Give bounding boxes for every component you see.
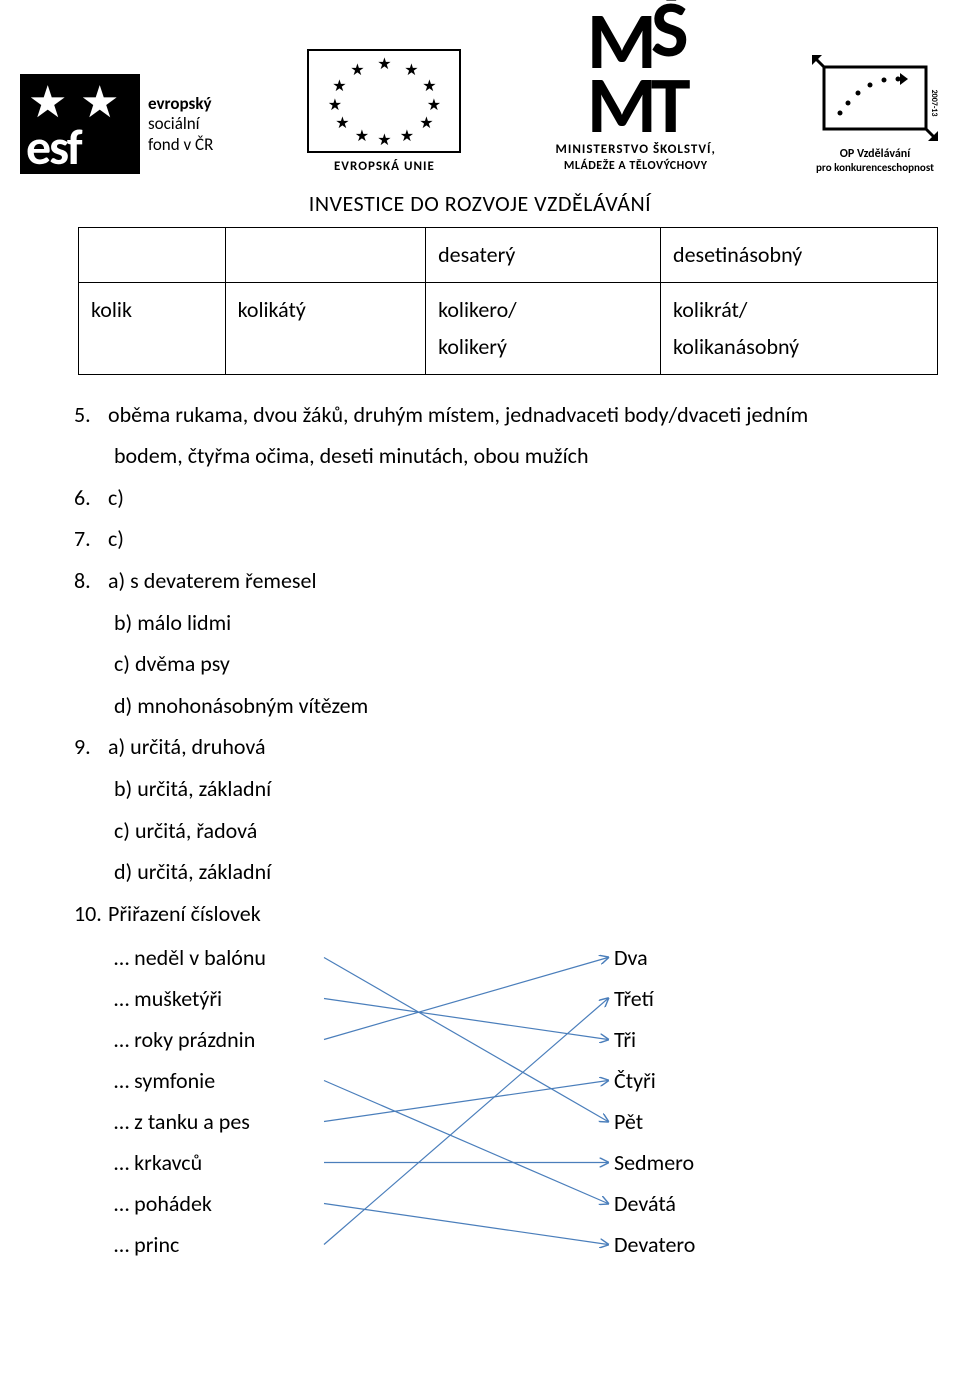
matching-arrow bbox=[324, 999, 608, 1040]
table-cell: kolikrát/kolikanásobný bbox=[661, 282, 938, 374]
star-icon: ★ bbox=[328, 98, 342, 114]
answer-line: 9.a) určitá, druhová bbox=[74, 727, 940, 767]
answer-number: 5. bbox=[74, 395, 108, 435]
answer-line: 7.c) bbox=[74, 519, 940, 559]
opvk-frame: 2007-13 bbox=[810, 53, 940, 143]
star-icon: ★ bbox=[400, 129, 414, 145]
matching-right-item: Dva bbox=[614, 937, 695, 978]
matching-left-item: … pohádek bbox=[114, 1183, 266, 1224]
opvk-caption-line2: pro konkurenceschopnost bbox=[816, 161, 934, 174]
header: ★ ★ esf evropský sociální fond v ČR ★ bbox=[20, 0, 940, 217]
matching-left-column: … neděl v balónu… mušketýři… roky prázdn… bbox=[114, 937, 266, 1265]
opvk-logo: 2007-13 OP Vzdělávání pro konkurencescho… bbox=[810, 53, 940, 174]
table-cell bbox=[79, 228, 226, 282]
table-body: desaterýdesetinásobnýkolikkolikátýkolike… bbox=[79, 228, 938, 374]
star-icon: ★ bbox=[427, 98, 441, 114]
table-cell bbox=[225, 228, 425, 282]
matching-right-item: Pět bbox=[614, 1101, 695, 1142]
table-cell: kolik bbox=[79, 282, 226, 374]
esf-abbrev: esf bbox=[26, 125, 134, 170]
answer-number: 8. bbox=[74, 561, 108, 601]
matching-right-item: Devátá bbox=[614, 1183, 695, 1224]
matching-right-item: Devatero bbox=[614, 1224, 695, 1265]
table-cell: kolikátý bbox=[225, 282, 425, 374]
table-cell: desaterý bbox=[426, 228, 661, 282]
matching-arrow bbox=[324, 958, 608, 1122]
matching-arrow bbox=[324, 999, 608, 1245]
answer-number: 6. bbox=[74, 478, 108, 518]
answer-line: 8.a) s devaterem řemesel bbox=[74, 561, 940, 601]
answer-number: 10. bbox=[74, 894, 108, 934]
answer-subline: c) dvěma psy bbox=[114, 644, 940, 684]
esf-logo: ★ ★ esf evropský sociální fond v ČR bbox=[20, 74, 213, 174]
matching-right-column: DvaTřetíTřiČtyřiPětSedmeroDevátáDevatero bbox=[614, 937, 695, 1265]
msmt-logo-text: MŠ MT bbox=[587, 10, 685, 138]
eu-logo: ★ ★ ★ ★ ★ ★ ★ ★ ★ ★ ★ ★ EVROPSKÁ UNIE bbox=[307, 49, 461, 174]
answer-subline: d) určitá, základní bbox=[114, 852, 940, 892]
opvk-side-text: 2007-13 bbox=[929, 90, 939, 117]
esf-wrap: ★ ★ esf evropský sociální fond v ČR bbox=[20, 74, 213, 174]
page: ★ ★ esf evropský sociální fond v ČR ★ bbox=[0, 0, 960, 1307]
answers-list: 5.oběma rukama, dvou žáků, druhým místem… bbox=[74, 395, 940, 934]
answer-number: 9. bbox=[74, 727, 108, 767]
table-cell: kolikero/kolikerý bbox=[426, 282, 661, 374]
star-icon: ★ bbox=[377, 57, 391, 73]
matching-right-item: Sedmero bbox=[614, 1142, 695, 1183]
msmt-logo: MŠ MT MINISTERSTVO ŠKOLSTVÍ, MLÁDEŽE A T… bbox=[555, 10, 715, 174]
esf-line3: fond v ČR bbox=[148, 135, 213, 155]
matching-left-item: … princ bbox=[114, 1224, 266, 1265]
star-icon: ★ bbox=[355, 129, 369, 145]
opvk-caption: OP Vzdělávání pro konkurenceschopnost bbox=[816, 147, 934, 174]
answer-line: 10.Přiřazení číslovek bbox=[74, 894, 940, 934]
matching-right-item: Čtyři bbox=[614, 1060, 695, 1101]
matching-left-item: … krkavců bbox=[114, 1142, 266, 1183]
star-icon: ★ bbox=[335, 116, 349, 132]
msmt-caption-line2: MLÁDEŽE A TĚLOVÝCHOVY bbox=[555, 159, 715, 175]
answer-subline: b) málo lidmi bbox=[114, 603, 940, 643]
msmt-caption-line1: MINISTERSTVO ŠKOLSTVÍ, bbox=[555, 142, 715, 159]
answer-line: 5.oběma rukama, dvou žáků, druhým místem… bbox=[74, 395, 940, 435]
answer-subline: d) mnohonásobným vítězem bbox=[114, 686, 940, 726]
star-icon: ★ bbox=[332, 79, 346, 95]
esf-line2: sociální bbox=[148, 114, 213, 134]
star-icon: ★ bbox=[422, 79, 436, 95]
esf-side-text: evropský sociální fond v ČR bbox=[148, 94, 213, 155]
answer-subline: b) určitá, základní bbox=[114, 769, 940, 809]
matching-arrow bbox=[324, 1204, 608, 1245]
table-row: kolikkolikátýkolikero/kolikerýkolikrát/k… bbox=[79, 282, 938, 374]
esf-box: ★ ★ esf bbox=[20, 74, 140, 174]
answer-line: 6.c) bbox=[74, 478, 940, 518]
table-row: desaterýdesetinásobný bbox=[79, 228, 938, 282]
matching-right-item: Tři bbox=[614, 1019, 695, 1060]
matching-left-item: … symfonie bbox=[114, 1060, 266, 1101]
header-tagline: INVESTICE DO ROZVOJE VZDĚLÁVÁNÍ bbox=[20, 190, 940, 217]
eu-caption: EVROPSKÁ UNIE bbox=[334, 159, 435, 174]
star-icon: ★ bbox=[419, 116, 433, 132]
matching-left-item: … z tanku a pes bbox=[114, 1101, 266, 1142]
esf-line1: evropský bbox=[148, 94, 213, 114]
eu-flag: ★ ★ ★ ★ ★ ★ ★ ★ ★ ★ ★ ★ bbox=[307, 49, 461, 153]
matching-arrow bbox=[324, 958, 608, 1040]
matching-arrow bbox=[324, 1081, 608, 1122]
opvk-caption-line1: OP Vzdělávání bbox=[816, 147, 934, 161]
star-icon: ★ bbox=[404, 63, 418, 79]
answer-line: bodem, čtyřma očima, deseti minutách, ob… bbox=[114, 436, 940, 476]
answer-subline: c) určitá, řadová bbox=[114, 811, 940, 851]
answer-number: 7. bbox=[74, 519, 108, 559]
matching-left-item: … roky prázdnin bbox=[114, 1019, 266, 1060]
logos-row: ★ ★ esf evropský sociální fond v ČR ★ bbox=[20, 10, 940, 174]
word-table: desaterýdesetinásobnýkolikkolikátýkolike… bbox=[78, 227, 938, 374]
star-icon: ★ bbox=[350, 63, 364, 79]
matching-left-item: … mušketýři bbox=[114, 978, 266, 1019]
star-icon: ★ bbox=[80, 80, 119, 124]
table-cell: desetinásobný bbox=[661, 228, 938, 282]
msmt-caption: MINISTERSTVO ŠKOLSTVÍ, MLÁDEŽE A TĚLOVÝC… bbox=[555, 142, 715, 174]
star-icon: ★ bbox=[377, 133, 391, 149]
matching-exercise: … neděl v balónu… mušketýři… roky prázdn… bbox=[114, 937, 940, 1267]
matching-right-item: Třetí bbox=[614, 978, 695, 1019]
matching-arrow bbox=[324, 1081, 608, 1204]
matching-left-item: … neděl v balónu bbox=[114, 937, 266, 978]
